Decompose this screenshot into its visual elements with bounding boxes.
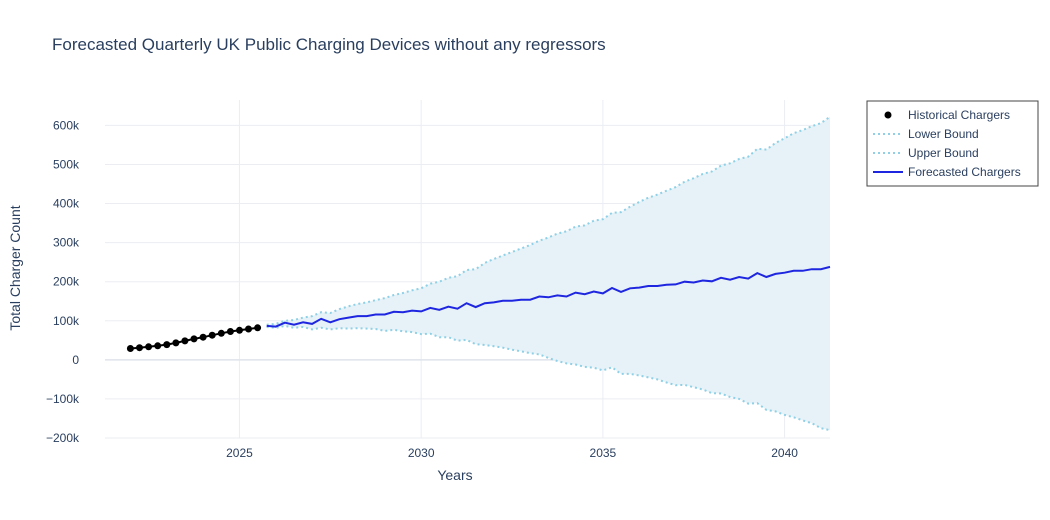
- historical-points: [126, 324, 262, 352]
- confidence-band-fill: [266, 116, 830, 431]
- y-tick-label: 500k: [53, 157, 80, 171]
- legend[interactable]: Historical Chargers Lower Bound Upper Boun…: [866, 100, 1039, 187]
- legend-item[interactable]: Forecasted Chargers: [873, 165, 1021, 179]
- historical-point: [199, 333, 207, 341]
- confidence-band: [266, 116, 830, 431]
- y-tick-label: 100k: [53, 314, 80, 328]
- historical-point: [136, 344, 143, 352]
- y-tick-label: 200k: [53, 275, 80, 289]
- x-tick-label: 2025: [226, 446, 253, 460]
- x-tick-label: 2030: [408, 446, 435, 460]
- legend-label: Historical Chargers: [908, 108, 1010, 122]
- y-tick-label: 300k: [53, 236, 80, 250]
- legend-label: Upper Bound: [908, 146, 979, 160]
- historical-point: [208, 331, 216, 339]
- historical-point: [145, 343, 153, 351]
- x-axis-title: Years: [437, 467, 472, 483]
- y-tick-label: −200k: [46, 431, 80, 445]
- historical-point: [163, 341, 171, 349]
- lower-bound-line: [266, 324, 831, 432]
- x-tick-label: 2040: [771, 446, 798, 460]
- legend-label: Forecasted Chargers: [908, 165, 1021, 179]
- historical-point: [181, 337, 189, 345]
- legend-item[interactable]: Historical Chargers: [884, 108, 1011, 122]
- historical-point: [217, 329, 225, 337]
- y-tick-label: 0: [72, 353, 79, 367]
- historical-point: [172, 339, 180, 347]
- legend-label: Lower Bound: [908, 127, 979, 141]
- legend-marker-historical: [884, 111, 892, 119]
- legend-item[interactable]: Lower Bound: [873, 127, 979, 141]
- historical-point: [254, 324, 262, 332]
- y-tick-label: 400k: [53, 197, 80, 211]
- y-axis-title: Total Charger Count: [7, 205, 23, 330]
- chart-title: Forecasted Quarterly UK Public Charging …: [52, 35, 606, 54]
- historical-point: [236, 326, 243, 334]
- historical-point: [226, 328, 234, 335]
- x-axis-ticks: 2025 2030 2035 2040: [226, 446, 798, 460]
- legend-item[interactable]: Upper Bound: [873, 146, 979, 160]
- y-tick-label: −100k: [46, 392, 80, 406]
- x-tick-label: 2035: [590, 446, 617, 460]
- historical-point: [245, 325, 252, 333]
- forecast-line: [266, 265, 831, 328]
- historical-point: [126, 345, 134, 352]
- historical-point: [190, 335, 198, 343]
- y-axis-ticks: −200k −100k 0 100k 200k 300k 400k 500k 600k: [46, 118, 80, 445]
- historical-point: [154, 342, 162, 350]
- y-tick-label: 600k: [53, 118, 80, 132]
